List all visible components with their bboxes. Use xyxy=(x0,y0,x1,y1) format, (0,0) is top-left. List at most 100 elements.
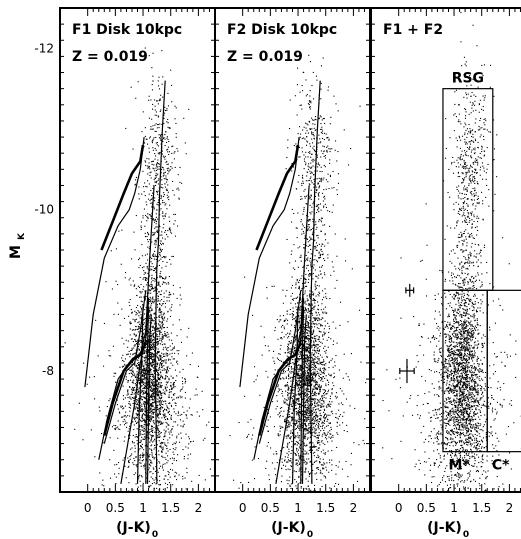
star-point xyxy=(150,389,152,391)
star-point xyxy=(293,389,295,391)
star-point xyxy=(156,366,158,368)
star-point xyxy=(153,361,155,363)
star-point xyxy=(331,459,333,461)
star-point xyxy=(163,365,165,367)
star-point xyxy=(305,453,307,455)
star-point xyxy=(162,469,164,471)
star-point xyxy=(136,318,138,320)
star-point xyxy=(155,149,157,151)
star-point xyxy=(156,391,158,393)
star-point xyxy=(147,259,149,261)
star-point xyxy=(181,413,183,415)
star-point xyxy=(161,153,163,155)
star-point xyxy=(141,244,143,246)
star-point xyxy=(130,338,132,340)
star-point xyxy=(158,321,160,323)
star-point xyxy=(146,431,148,433)
star-point xyxy=(141,447,143,449)
star-point xyxy=(297,368,299,370)
star-point xyxy=(160,249,162,251)
star-point xyxy=(146,204,148,206)
star-point xyxy=(121,357,123,359)
star-point xyxy=(307,347,309,349)
star-point xyxy=(307,485,309,487)
star-point xyxy=(143,191,145,193)
star-point xyxy=(151,202,153,204)
star-point xyxy=(299,408,301,410)
star-point xyxy=(162,200,164,202)
star-point xyxy=(152,108,154,110)
star-point xyxy=(306,378,308,380)
star-point xyxy=(160,363,162,365)
star-point xyxy=(133,442,135,444)
star-point xyxy=(147,216,149,218)
star-point xyxy=(149,174,151,176)
star-point xyxy=(170,349,172,351)
star-point xyxy=(135,422,137,424)
star-point xyxy=(305,245,307,247)
star-point xyxy=(296,422,298,424)
star-point xyxy=(307,337,309,339)
star-point xyxy=(281,407,283,409)
star-point xyxy=(327,136,329,138)
star-point xyxy=(135,314,137,316)
star-point xyxy=(171,343,173,345)
star-point xyxy=(132,434,134,436)
star-point xyxy=(314,319,316,321)
star-point xyxy=(167,191,169,193)
star-point xyxy=(155,478,157,480)
star-point xyxy=(140,396,142,398)
star-point xyxy=(302,392,304,394)
star-point xyxy=(308,364,310,366)
star-point xyxy=(295,423,297,425)
star-point xyxy=(140,335,142,337)
star-point xyxy=(131,390,133,392)
star-point xyxy=(307,364,309,366)
star-point xyxy=(299,388,301,390)
star-point xyxy=(311,206,313,208)
star-point xyxy=(319,405,321,407)
star-point xyxy=(139,368,141,370)
star-point xyxy=(121,416,123,418)
star-point xyxy=(298,318,300,320)
star-point xyxy=(314,351,316,353)
star-point xyxy=(157,116,159,118)
star-point xyxy=(156,411,158,413)
star-point xyxy=(134,310,136,312)
star-point xyxy=(157,179,159,181)
star-point xyxy=(326,355,328,357)
star-point xyxy=(140,485,142,487)
star-point xyxy=(164,378,166,380)
star-point xyxy=(313,119,315,121)
star-point xyxy=(140,390,142,392)
star-point xyxy=(156,317,158,319)
star-point xyxy=(127,390,129,392)
star-point xyxy=(122,416,124,418)
star-point xyxy=(155,384,157,386)
star-point xyxy=(313,418,315,420)
star-point xyxy=(134,436,136,438)
star-point xyxy=(144,236,146,238)
star-point xyxy=(160,398,162,400)
star-point xyxy=(120,405,122,407)
star-point xyxy=(175,133,177,135)
star-point xyxy=(334,361,336,363)
star-point xyxy=(170,414,172,416)
star-point xyxy=(141,131,143,133)
star-point xyxy=(290,452,292,454)
star-point xyxy=(129,322,131,324)
star-point xyxy=(131,440,133,442)
star-point xyxy=(294,443,296,445)
star-point xyxy=(296,371,298,373)
star-point xyxy=(357,480,359,482)
star-point xyxy=(151,462,153,464)
star-point xyxy=(278,321,280,323)
star-point xyxy=(305,410,307,412)
star-point xyxy=(153,409,155,411)
star-point xyxy=(140,397,142,399)
star-point xyxy=(305,376,307,378)
star-point xyxy=(246,435,248,437)
star-point xyxy=(328,404,330,406)
star-point xyxy=(142,353,144,355)
star-point xyxy=(153,468,155,470)
